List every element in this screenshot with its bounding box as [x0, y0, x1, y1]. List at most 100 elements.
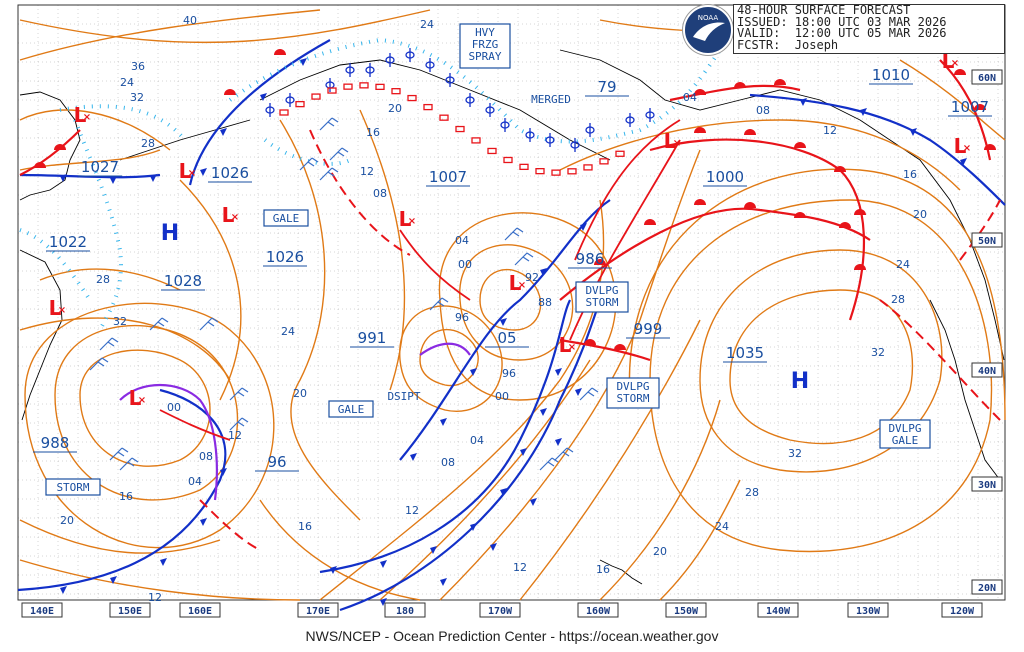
- cold-front-triangle: [200, 518, 207, 526]
- ice-accretion-ring: [465, 96, 475, 104]
- warm-front-semicircle: [734, 82, 746, 88]
- cold-front-triangle: [555, 438, 562, 446]
- wind-barb-feather: [562, 451, 570, 457]
- cold-front-triangle: [110, 176, 117, 184]
- isobar-value: 28: [96, 273, 110, 286]
- low-pressure-symbol: L: [179, 159, 192, 183]
- wind-barb-feather: [307, 161, 315, 167]
- annotation-text: HVY: [475, 26, 495, 39]
- isobar-line: [659, 479, 741, 601]
- map-frame: [17, 4, 1006, 601]
- ice-edge-box: [503, 156, 513, 164]
- cold-front-triangle: [490, 543, 497, 551]
- isobar-value: 20: [60, 514, 74, 527]
- wind-barb-feather: [127, 461, 135, 467]
- ice-accretion-ring: [285, 96, 295, 104]
- wind-barb-staff: [299, 157, 313, 171]
- central-pressure-value: 991: [358, 329, 387, 347]
- isobar-value: 16: [119, 490, 133, 503]
- low-pressure-symbol: L: [509, 271, 522, 295]
- isobar-line: [19, 109, 171, 151]
- isobar-value: 36: [131, 60, 145, 73]
- footer-credit: NWS/NCEP - Ocean Prediction Center - htt…: [305, 628, 719, 644]
- cold-front-triangle: [60, 586, 67, 594]
- isobar-value: 12: [228, 429, 242, 442]
- annotation-box: [575, 281, 629, 313]
- ice-accretion-ring: [525, 131, 535, 139]
- isobar-line: [438, 212, 617, 401]
- latitude-label: 20N: [978, 583, 996, 594]
- ice-accretion-ring: [545, 136, 555, 144]
- wind-barb-feather: [547, 461, 555, 467]
- cold-front-triangle: [220, 128, 227, 136]
- isobar-value: 24: [715, 520, 729, 533]
- isobar-value: 24: [896, 258, 910, 271]
- longitude-label: 170E: [306, 606, 330, 617]
- noaa-bird-icon: NOAA: [693, 14, 725, 41]
- central-pressure-value: 988: [41, 434, 70, 452]
- warm-front-semicircle: [54, 144, 66, 150]
- wind-barb-feather: [117, 451, 125, 457]
- annotation-text: GALE: [892, 434, 919, 447]
- wind-barb-feather: [441, 297, 449, 303]
- wind-barb-icon: [149, 317, 169, 331]
- longitude-label: 140W: [766, 606, 791, 617]
- ice-accretion-icon: [325, 78, 335, 92]
- wind-barb-staff: [539, 457, 553, 471]
- ice-accretion-ring: [385, 56, 395, 64]
- warm-front-semicircle: [834, 166, 846, 172]
- wind-barb-staff: [579, 387, 593, 401]
- central-pressure-value: 1007: [429, 168, 467, 186]
- isobar-value: 40: [183, 14, 197, 27]
- wind-barb-staff: [199, 317, 213, 331]
- low-center-cross: ×: [951, 58, 959, 69]
- cold-front-triangle: [60, 174, 67, 182]
- aleutian-coast: [259, 59, 611, 161]
- latitude-label: 30N: [978, 480, 996, 491]
- cold-front-triangle: [110, 576, 117, 584]
- isobar-value: 16: [298, 520, 312, 533]
- wind-barb-feather: [157, 321, 165, 327]
- annotation-text: DVLPG: [888, 422, 921, 435]
- wind-barb-feather: [437, 301, 445, 307]
- low-pressure-symbol: L: [399, 207, 412, 231]
- ice-accretion-icon: [365, 63, 375, 77]
- cold-front-triangle: [160, 558, 167, 566]
- wind-barb-icon: [554, 447, 574, 461]
- wind-barb-staff: [229, 417, 243, 431]
- isobar-value: 20: [913, 208, 927, 221]
- ice-edge-box: [599, 158, 609, 165]
- hawaii: [599, 559, 643, 585]
- warm-front: [559, 338, 651, 362]
- lat-label-box: [971, 69, 1003, 85]
- low-pressure-symbol: L: [74, 103, 87, 127]
- cold-front-triangle: [380, 560, 387, 568]
- lon-label-box: [109, 602, 151, 618]
- svg-text:NOAA: NOAA: [698, 14, 719, 22]
- title-line: 48-HOUR SURFACE FORECAST: [737, 3, 911, 17]
- ice-edge-box: [583, 164, 593, 171]
- wind-barb-feather: [107, 341, 115, 347]
- high-pressure-center: H: [161, 221, 179, 246]
- lon-label-box: [384, 602, 426, 618]
- cold-front-triangle: [260, 93, 267, 101]
- ice-accretion-ring: [425, 61, 435, 69]
- map-labels: HHL×L×L× L×L×L×L× L×L×L×L×1027 102610221028…: [33, 14, 992, 604]
- cold-front-triangle: [380, 598, 387, 606]
- wind-barb-feather: [111, 337, 119, 343]
- warm-front-semicircle: [594, 259, 606, 265]
- cold-front-triangle: [800, 98, 807, 106]
- low-pressure-symbol: L: [49, 296, 62, 320]
- lat-label-box: [971, 579, 1003, 595]
- wind-barb-feather: [237, 421, 245, 427]
- low-center-cross: ×: [231, 212, 239, 223]
- isobar-value: 20: [653, 545, 667, 558]
- lon-label-box: [297, 602, 339, 618]
- cold-front-triangle: [430, 546, 437, 554]
- isobar-value: 88: [538, 296, 552, 309]
- low-track-arrow: [159, 409, 231, 441]
- ice-accretion-icon: [345, 63, 355, 77]
- isobar-value: 00: [458, 258, 472, 271]
- ice-accretion-ring: [625, 116, 635, 124]
- wind-barb-staff: [109, 447, 123, 461]
